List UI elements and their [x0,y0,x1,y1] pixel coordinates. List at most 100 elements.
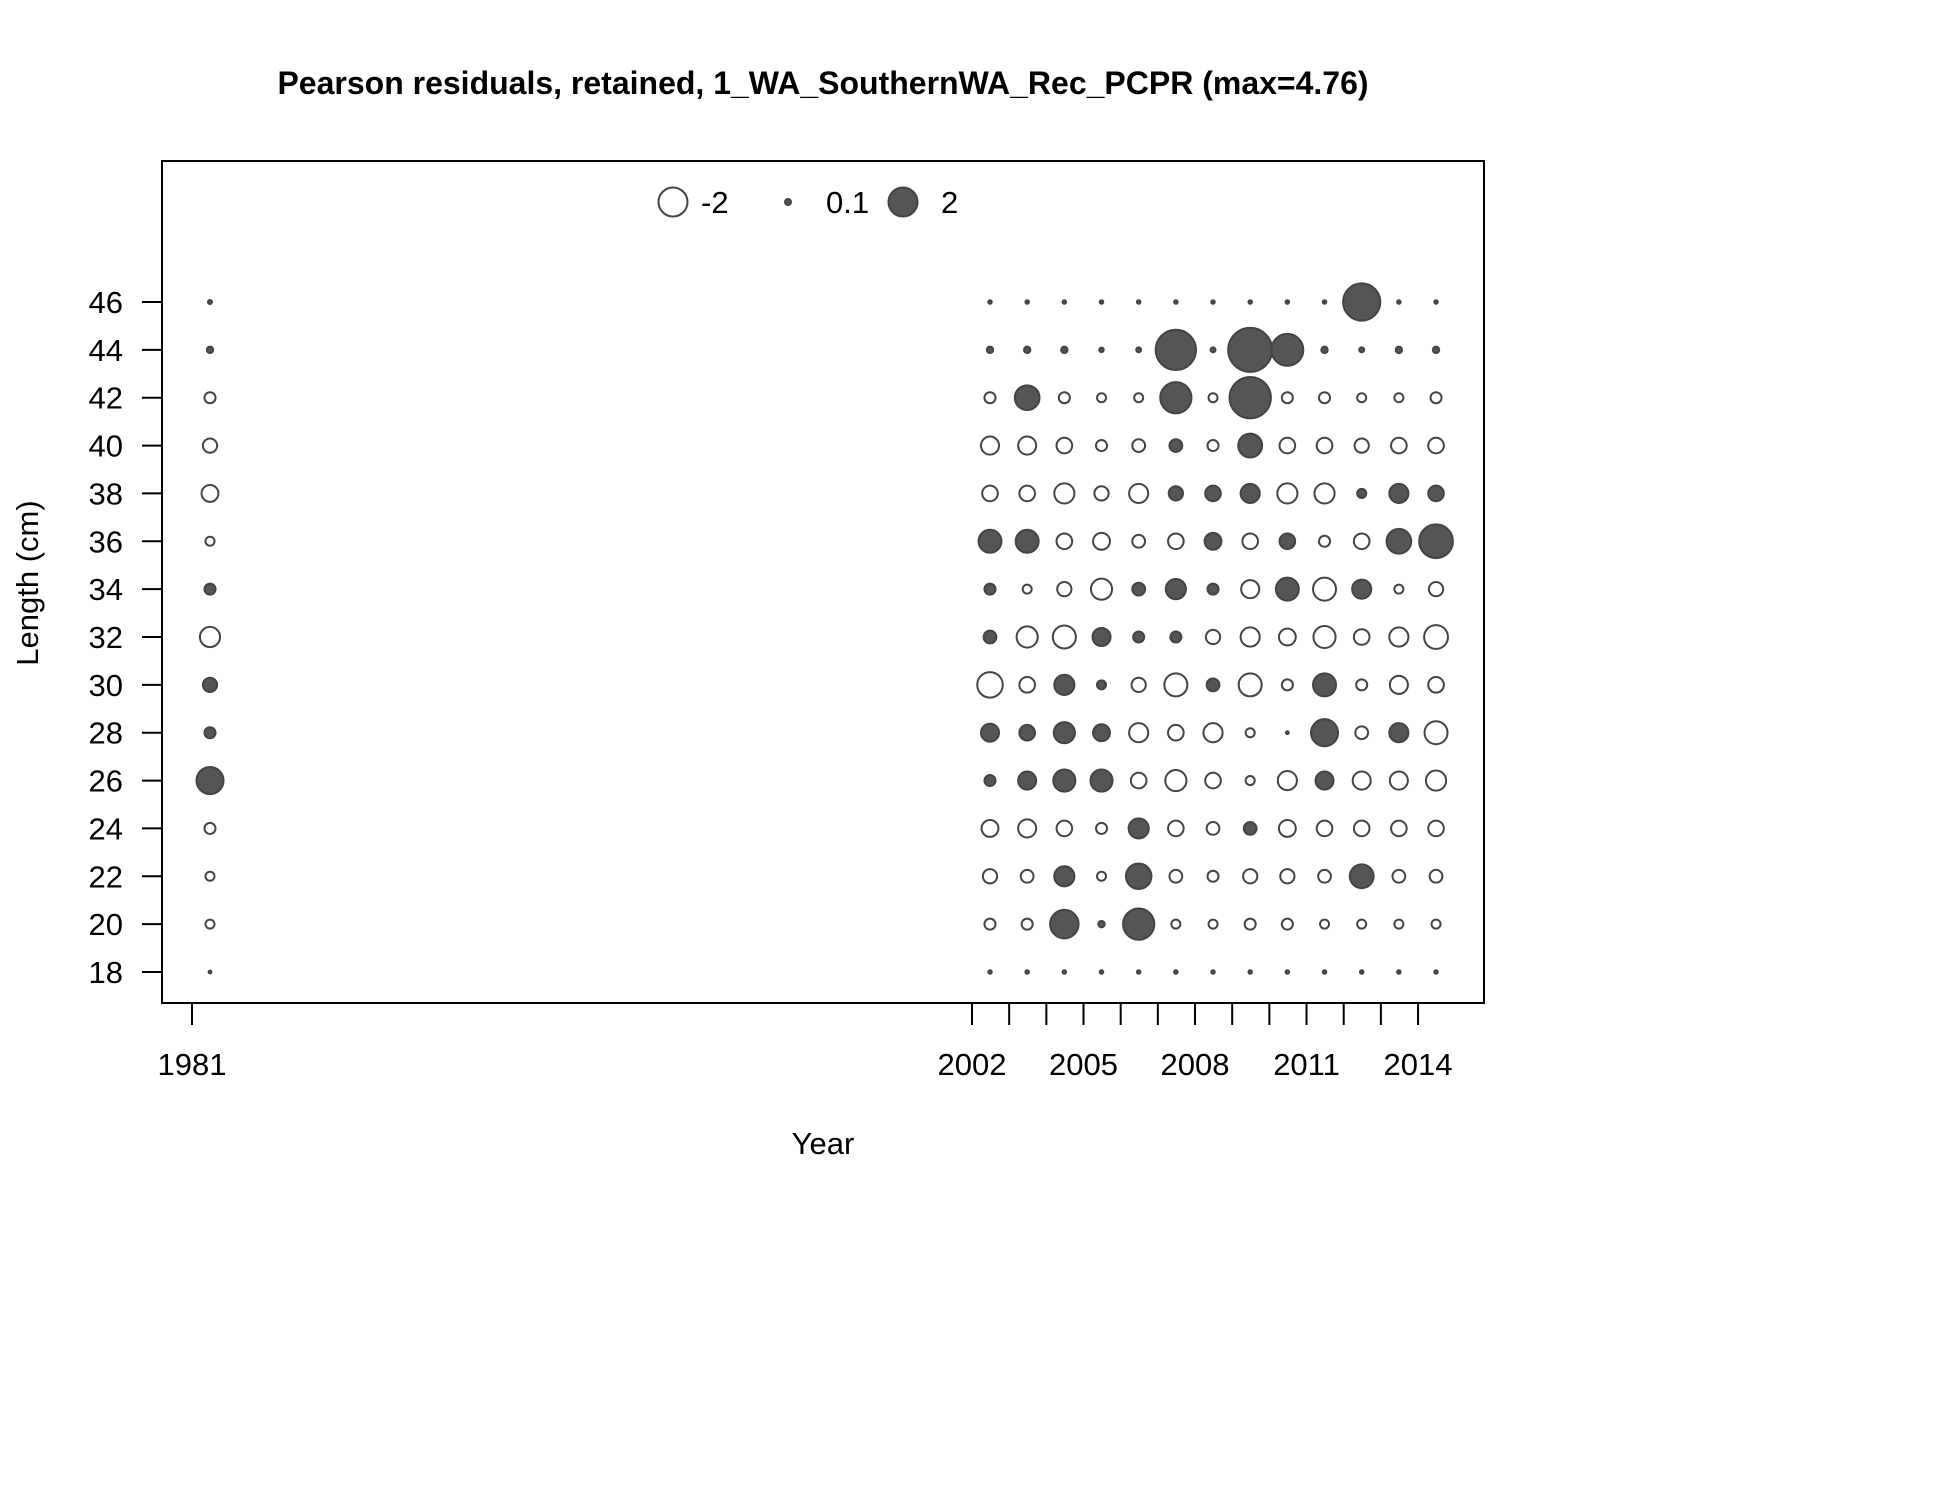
x-tick-label: 2014 [1384,1047,1453,1082]
residual-bubble [1094,439,1109,453]
residual-bubble [1096,679,1108,691]
residual-bubble [1388,674,1409,695]
y-tick-label: 24 [89,811,123,846]
residual-bubble [1093,485,1110,502]
chart-title: Pearson residuals, retained, 1_WA_Southe… [277,65,1368,101]
residual-bubble [1053,482,1076,505]
residual-bubble [1154,328,1198,372]
residual-bubble [1098,346,1105,354]
residual-bubble [1210,969,1216,975]
residual-bubble [1053,865,1076,888]
residual-bubble [1278,532,1297,551]
residual-bubble [1092,723,1111,743]
residual-bubble [1239,482,1261,504]
residual-bubble [1015,625,1039,649]
residual-bubble [1206,869,1220,883]
residual-bubble [1061,299,1068,305]
residual-bubble [1385,527,1413,555]
x-tick-label: 2005 [1049,1047,1118,1082]
x-tick-label: 2008 [1161,1047,1230,1082]
residual-bubble [1131,533,1147,549]
residual-bubble [1227,326,1274,373]
residual-bubble [1321,299,1328,305]
residual-bubble [1239,626,1261,648]
residual-bubble [1433,969,1439,975]
residual-bubble [1431,345,1441,355]
residual-bubble [1018,723,1036,742]
residual-bubble [1017,770,1038,791]
residual-bubble [1243,917,1257,931]
bubble-chart: Pearson residuals, retained, 1_WA_Southe… [10,65,1485,1161]
y-tick-label: 34 [89,572,123,607]
residual-bubble [1391,868,1407,884]
y-tick-label: 36 [89,524,123,559]
residual-bubble [1318,534,1332,548]
residual-bubble [1247,969,1253,975]
residual-bubble [981,484,999,503]
residual-bubble [1204,628,1222,646]
residual-bubble [985,345,995,355]
residual-bubble [1314,770,1335,791]
residual-bubble [1173,969,1179,975]
residual-bubble [1356,487,1368,499]
residual-bubble [1315,819,1334,838]
residual-bubble [1024,969,1030,975]
residual-bubble [1284,299,1291,305]
residual-bubble [980,818,1000,838]
residual-bubble [977,528,1003,554]
residual-bubble [1170,918,1182,930]
residual-bubble [1020,917,1034,931]
residual-bubble [983,391,997,405]
residual-bubble [1056,581,1073,598]
residual-bubble [1237,432,1264,459]
residual-bubble [1089,577,1114,601]
residual-bubble [1132,630,1146,644]
residual-bubble [1133,392,1145,404]
residual-bubble [1204,484,1222,503]
residual-bubble [1280,391,1294,405]
legend-label: 0.1 [826,185,869,220]
residual-bubble [987,299,993,305]
residual-bubble [207,969,213,975]
residual-bubble [1205,677,1221,693]
residual-bubble [1204,771,1222,790]
residual-bubble [1159,381,1193,415]
residual-bubble [1022,345,1032,355]
residual-bubble [1164,578,1187,601]
residual-bubble [1206,439,1220,453]
residual-bubble [1127,817,1150,840]
residual-bubble [203,582,217,596]
residual-bubble [1247,299,1253,305]
residual-bubble [1358,969,1365,975]
residual-bubble [1130,676,1147,693]
residual-bubble [203,391,217,405]
residual-bubble [1318,391,1332,405]
residual-bubble [1424,769,1448,792]
residual-bubble [1128,722,1150,744]
residual-bubble [1057,391,1071,405]
residual-bubble [1315,436,1334,455]
residual-bubble [1319,918,1331,930]
residual-bubble [1388,722,1410,744]
residual-bubble [1021,583,1033,595]
residual-bubble [1092,531,1111,551]
residual-bubble [1356,392,1368,404]
residual-bubble [1270,332,1305,367]
residual-bubble [983,582,997,596]
residual-bubble [205,345,215,355]
residual-bubble [1276,482,1299,505]
residual-bubble [1278,436,1297,455]
residual-bubble [1358,346,1366,354]
residual-bubble [195,766,225,796]
residual-bubble [1131,581,1147,597]
residual-bubble [1348,863,1375,890]
residual-bubble [1394,345,1404,355]
residual-bubble [1167,723,1185,742]
residual-bubble [1342,282,1382,322]
residual-bubble [1096,392,1108,404]
residual-bubble [1242,868,1259,885]
residual-bubble [1393,392,1405,404]
residual-bubble [1320,345,1329,355]
residual-bubble [1390,819,1408,838]
residual-bubble [204,870,216,882]
